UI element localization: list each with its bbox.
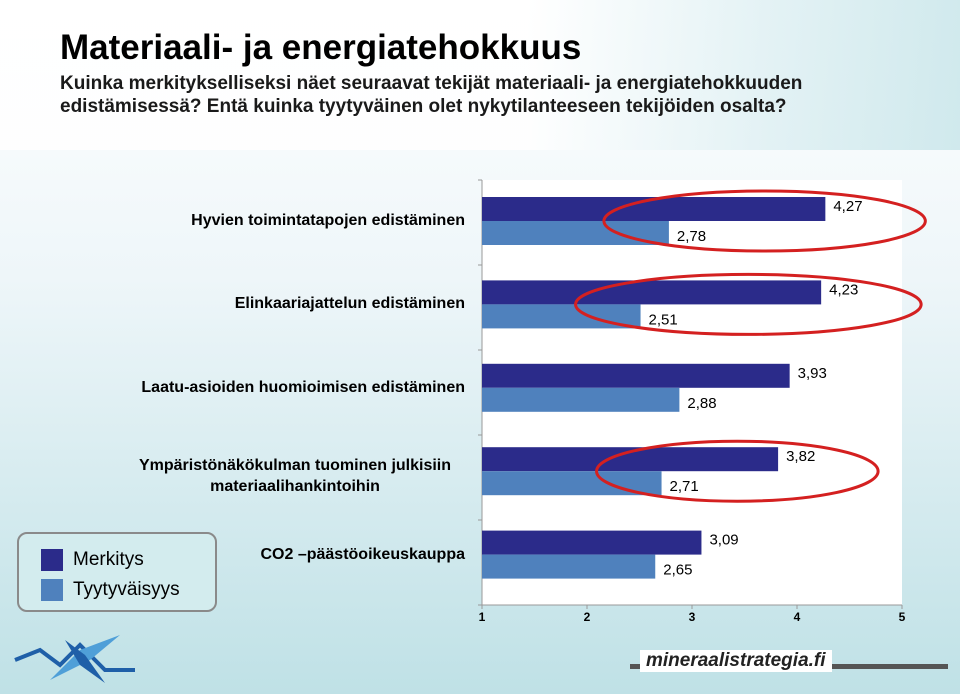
bar-tyytyvaisyys xyxy=(482,554,656,579)
bar-tyytyvaisyys xyxy=(482,387,680,412)
legend-swatch-tyytyvaisyys xyxy=(41,579,63,601)
category-label: Elinkaariajattelun edistäminen xyxy=(234,295,465,313)
bar-merkitys xyxy=(482,530,702,555)
bar-merkitys xyxy=(482,363,790,388)
highlight-ellipse xyxy=(595,439,880,503)
data-label: 2,78 xyxy=(677,228,706,245)
highlight-ellipse xyxy=(574,272,923,336)
header-background xyxy=(0,0,960,150)
x-tick-label: 3 xyxy=(689,610,696,624)
logo-icon xyxy=(14,635,135,683)
data-label: 2,88 xyxy=(687,395,716,412)
x-tick-label: 2 xyxy=(584,610,591,624)
x-tick-label: 5 xyxy=(899,610,906,624)
legend-label-merkitys: Merkitys xyxy=(73,549,144,570)
legend-item-tyytyvaisyys: Tyytyväisyys xyxy=(41,578,180,602)
legend-swatch-merkitys xyxy=(41,549,63,571)
data-label: 2,65 xyxy=(663,562,692,579)
brand-text: mineraalistrategia.fi xyxy=(640,650,832,672)
category-label: CO2 –päästöoikeuskauppa xyxy=(260,545,465,563)
data-label: 2,51 xyxy=(649,311,678,328)
page-subtitle: Kuinka merkitykselliseksi näet seuraavat… xyxy=(60,73,803,117)
bar-tyytyvaisyys xyxy=(482,221,669,245)
data-label: 3,93 xyxy=(798,365,827,382)
data-label: 3,82 xyxy=(786,448,815,465)
page-title: Materiaali- ja energiatehokkuus xyxy=(60,28,582,67)
bar-merkitys xyxy=(482,197,826,221)
x-tick-label: 4 xyxy=(794,610,801,624)
legend-item-merkitys: Merkitys xyxy=(41,548,144,572)
highlight-ellipse xyxy=(602,189,927,253)
data-label: 3,09 xyxy=(709,532,738,549)
category-label: Ympäristönäkökulman tuominen julkisiin m… xyxy=(138,457,452,496)
data-label: 4,23 xyxy=(829,281,858,298)
legend: Merkitys Tyytyväisyys xyxy=(17,532,217,612)
data-label: 2,71 xyxy=(670,478,699,495)
category-label: Hyvien toimintatapojen edistäminen xyxy=(191,212,465,229)
data-label: 4,27 xyxy=(833,198,862,215)
x-tick-label: 1 xyxy=(479,610,486,624)
bar-merkitys xyxy=(482,280,822,305)
legend-label-tyytyvaisyys: Tyytyväisyys xyxy=(73,579,180,600)
category-label: Laatu-asioiden huomioimisen edistäminen xyxy=(141,378,465,396)
